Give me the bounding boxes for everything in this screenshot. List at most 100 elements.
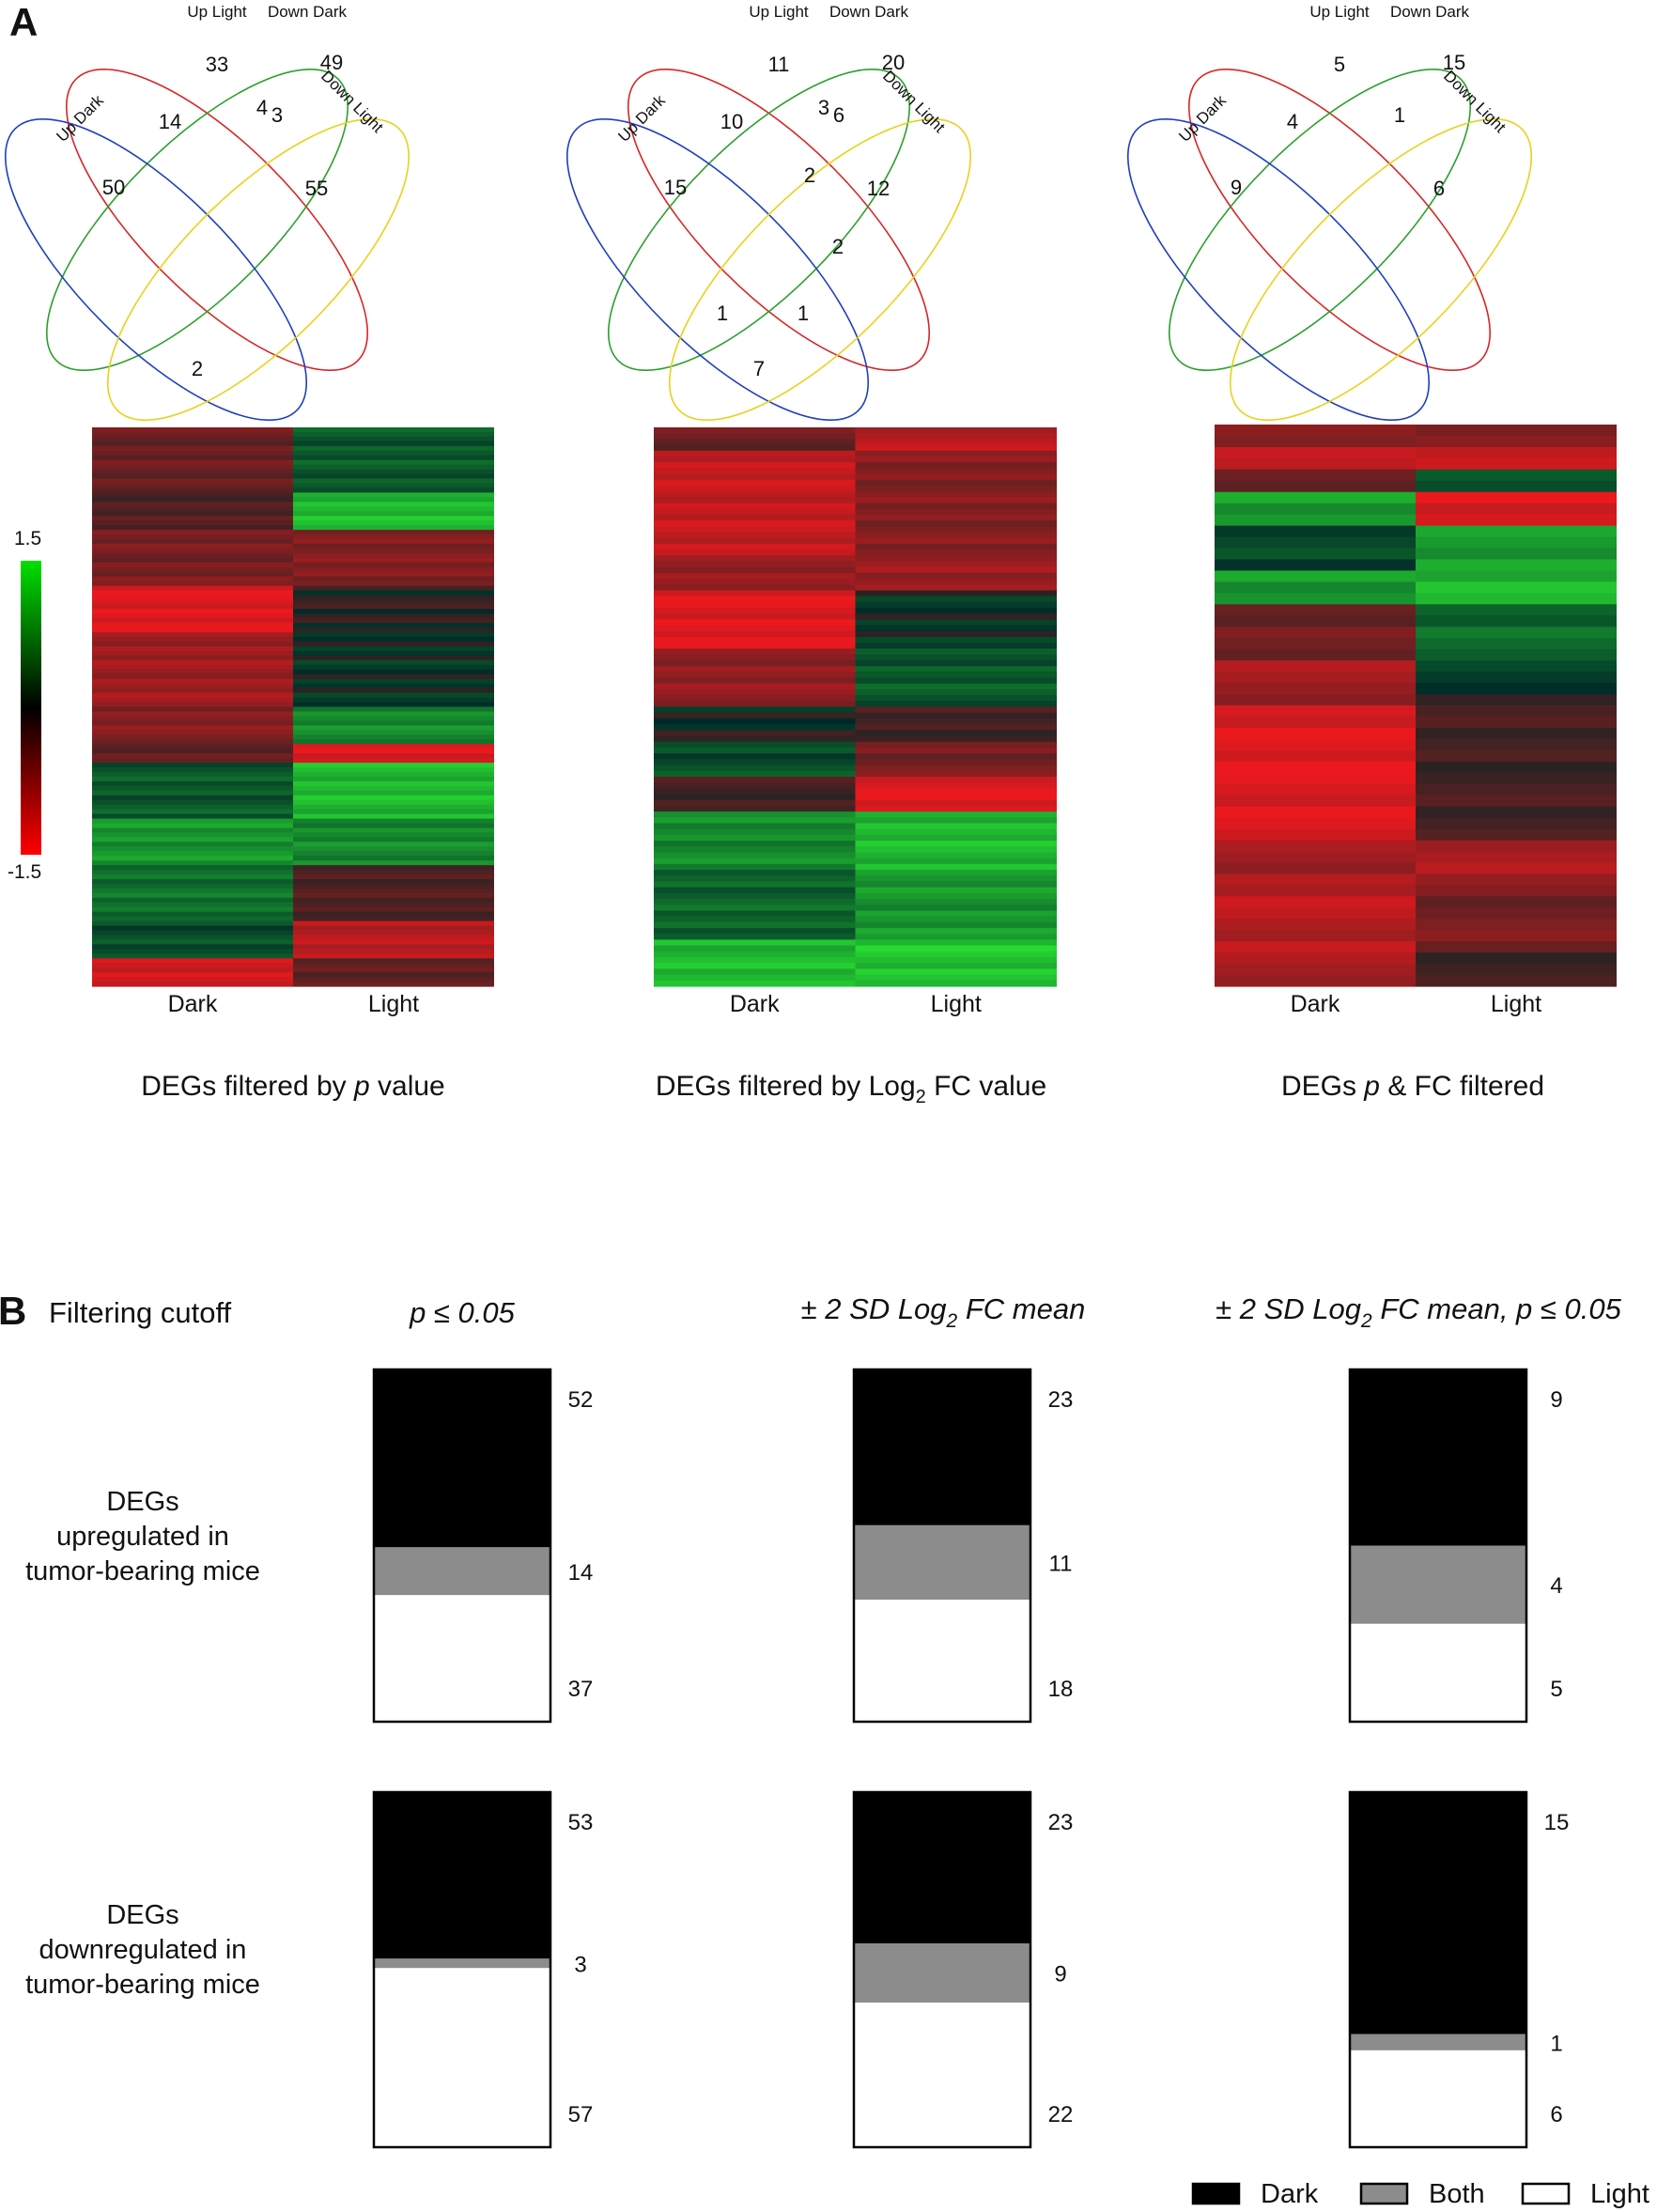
heatmap-cell-dark <box>1215 907 1417 920</box>
heatmap-cell-dark <box>92 678 294 685</box>
heatmap-cell-light <box>293 683 494 689</box>
heatmap-cell-dark <box>92 944 294 950</box>
heatmap-cell-light <box>293 692 494 699</box>
heatmap-cell-light <box>855 823 1057 830</box>
heatmap-cell-dark <box>92 487 294 494</box>
heatmap-cell-dark <box>92 543 294 549</box>
heatmap-cell-dark <box>92 972 294 978</box>
heatmap-cell-dark <box>654 520 856 527</box>
venn-region-count: 1 <box>798 302 809 325</box>
bar-value-label-dark: 23 <box>1048 1387 1074 1413</box>
heatmap-cell-light <box>293 557 494 564</box>
heatmap-cell-dark <box>654 765 856 772</box>
venn-set-down-light <box>668 117 972 422</box>
heatmap-cell-dark <box>92 552 294 559</box>
heatmap-cell-light <box>293 580 494 587</box>
heatmap-cell-dark <box>654 514 856 521</box>
heatmap-cell-light <box>293 813 494 820</box>
heatmap-cell-light <box>293 785 494 792</box>
heatmap-cell-dark <box>654 497 856 504</box>
heatmap-cell-dark <box>1215 638 1417 650</box>
heatmap-cell-dark <box>92 637 294 642</box>
heatmap-cell-dark <box>1215 604 1417 616</box>
heatmap-cell-light <box>1416 683 1617 695</box>
heatmap-cell-dark <box>654 794 856 801</box>
heatmap-cell-dark <box>654 561 856 568</box>
bar-value-label-both: 4 <box>1550 1573 1562 1599</box>
heatmap-cell-dark <box>92 530 294 535</box>
heatmap-cell-light <box>855 788 1057 796</box>
heatmap-cell-light <box>855 963 1057 970</box>
heatmap-cell-dark <box>92 967 294 973</box>
panel-b-legend: Dark Both Light <box>1191 2179 1649 2209</box>
heatmap-cell-light <box>293 492 494 498</box>
heatmap-cell-dark <box>1215 716 1417 729</box>
heatmap-cell-dark <box>92 469 294 475</box>
bar-value-label-both: 1 <box>1550 2032 1562 2057</box>
heatmap-cell-dark <box>92 566 294 573</box>
heatmap-cell-light <box>293 585 494 592</box>
heatmap-cell-light <box>293 763 494 768</box>
heatmap-cell-dark <box>92 613 294 619</box>
heatmap-cell-light <box>855 608 1057 614</box>
heatmap-cell-light <box>293 642 494 647</box>
venn-diagram-p-and-fc: Up Light Down Dark Up Dark Down Light 5 15 9 6 4… <box>1126 3 1533 422</box>
caption-text: value <box>370 1071 445 1102</box>
venn-set-label-up-light: Up Light <box>1309 3 1370 21</box>
caption-text: DEGs filtered by <box>141 1071 354 1102</box>
heatmap-cell-light <box>855 730 1057 737</box>
heatmap-p-value: Dark Light <box>92 427 494 1017</box>
heatmap-cell-light <box>1416 435 1617 448</box>
heatmap-cell-light <box>293 464 494 471</box>
heatmap-cell-light <box>293 599 494 606</box>
heatmap-cell-light <box>293 846 494 852</box>
heatmap-cell-light <box>1416 660 1617 673</box>
heatmap-cell-light <box>855 532 1057 539</box>
heatmap-cell-light <box>855 491 1057 498</box>
heatmap-cell-dark <box>654 724 856 731</box>
heatmap-cell-light <box>293 781 494 787</box>
heatmap-cell-dark <box>654 899 856 905</box>
venn-set-label-down-light: Down Light <box>879 67 949 136</box>
heatmap-cell-light <box>293 758 494 764</box>
heatmap-cell-light <box>855 712 1057 719</box>
heatmap-cell-light <box>293 925 494 932</box>
heatmap-cell-dark <box>92 642 294 647</box>
heatmap-cell-light <box>855 508 1057 516</box>
heatmap-cell-dark <box>92 464 294 471</box>
heatmap-cell-light <box>855 875 1057 883</box>
heatmap-cell-dark <box>92 776 294 782</box>
heatmap-cell-dark <box>1215 806 1417 819</box>
heatmap-cell-light <box>855 921 1057 929</box>
venn-region-count: 15 <box>1443 51 1465 74</box>
colorbar-max-label: 1.5 <box>14 528 41 549</box>
heatmap-cell-light <box>855 799 1057 807</box>
caption-subscript: 2 <box>916 1087 926 1107</box>
heatmap-cell-dark <box>92 939 294 945</box>
heatmap-cell-dark <box>92 506 294 512</box>
heatmap-cell-dark <box>92 935 294 941</box>
heatmap-cell-dark <box>92 758 294 764</box>
heatmap-cell-dark <box>92 492 294 498</box>
heatmap-cell-light <box>1416 649 1617 661</box>
venn-set-down-dark <box>607 68 911 372</box>
legend-swatch-light <box>1521 2182 1571 2205</box>
heatmap-cell-light <box>293 916 494 922</box>
heatmap-cell-light <box>855 957 1057 964</box>
heatmap-cell-dark <box>654 648 856 656</box>
heatmap-cell-light <box>1416 930 1617 942</box>
bar-segment-light <box>374 1968 550 2147</box>
heatmap-cell-light <box>1416 952 1617 965</box>
heatmap-cell-dark <box>654 549 856 556</box>
heatmap-cell-light <box>1416 885 1617 897</box>
heatmap-cell-dark <box>92 920 294 927</box>
venn-region-count: 20 <box>882 51 905 74</box>
heatmap-cell-dark <box>92 673 294 680</box>
heatmap-cell-dark <box>92 599 294 606</box>
heatmap-p-and-fc: Dark Light <box>1215 425 1617 1017</box>
heatmap-cell-dark <box>92 809 294 815</box>
heatmap-cell-light <box>293 659 494 666</box>
heatmap-cell-dark <box>92 557 294 564</box>
venn-set-up-dark <box>565 117 870 422</box>
venn-region-count: 33 <box>206 53 228 76</box>
